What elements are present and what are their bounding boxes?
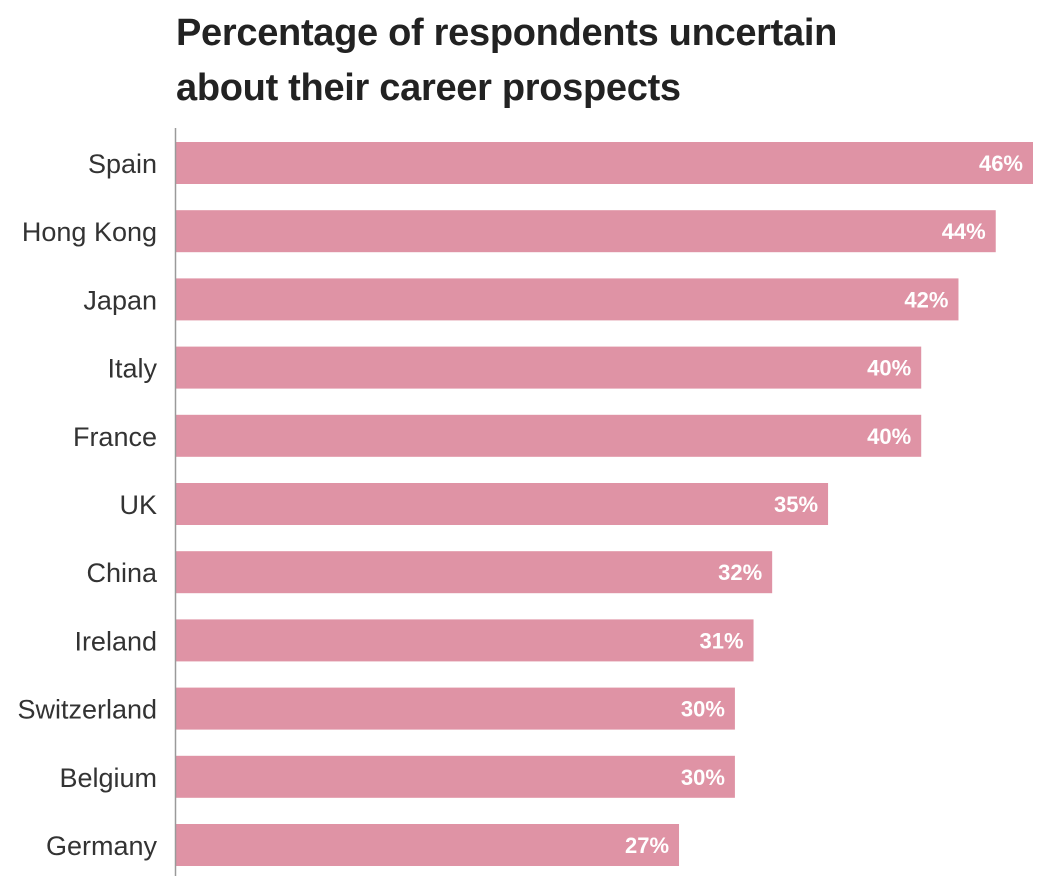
bar-ireland <box>176 619 754 662</box>
category-label-china: China <box>86 558 158 588</box>
chart-title: Percentage of respondents uncertain abou… <box>176 6 1036 116</box>
category-label-hong-kong: Hong Kong <box>22 217 157 247</box>
value-label-italy: 40% <box>867 356 911 381</box>
category-label-france: France <box>73 422 157 452</box>
bar-belgium <box>176 755 735 798</box>
bar-france <box>176 414 922 457</box>
value-label-germany: 27% <box>625 833 669 858</box>
category-label-switzerland: Switzerland <box>17 695 157 725</box>
bar-uk <box>176 483 829 525</box>
value-label-china: 32% <box>718 560 762 585</box>
value-label-spain: 46% <box>979 151 1023 176</box>
category-label-japan: Japan <box>83 285 157 315</box>
value-label-ireland: 31% <box>699 628 743 653</box>
bar-china <box>176 551 773 594</box>
category-label-italy: Italy <box>107 354 157 384</box>
category-label-uk: UK <box>119 490 157 520</box>
category-labels-group: Spain Hong Kong Japan Italy France UK China Ire… <box>17 149 158 861</box>
value-label-switzerland: 30% <box>681 697 725 722</box>
bars-group <box>176 142 1033 866</box>
category-label-ireland: Ireland <box>74 626 157 656</box>
bar-hong-kong <box>176 210 996 253</box>
bar-switzerland <box>176 687 735 730</box>
bar-spain <box>176 142 1033 184</box>
category-label-germany: Germany <box>46 831 158 861</box>
category-label-spain: Spain <box>88 149 157 179</box>
value-label-hong-kong: 44% <box>942 219 986 244</box>
chart-title-line-1: Percentage of respondents uncertain <box>176 12 837 54</box>
value-labels-group: 46% 44% 42% 40% 40% 35% 32% 31% 30% 30% 27% <box>625 151 1023 858</box>
bar-germany <box>176 824 680 866</box>
category-label-belgium: Belgium <box>59 763 157 793</box>
value-label-uk: 35% <box>774 492 818 517</box>
bar-italy <box>176 346 922 389</box>
value-label-belgium: 30% <box>681 765 725 790</box>
value-label-japan: 42% <box>904 287 948 312</box>
bar-japan <box>176 278 959 321</box>
chart-title-line-2: about their career prospects <box>176 67 681 109</box>
value-label-france: 40% <box>867 424 911 449</box>
